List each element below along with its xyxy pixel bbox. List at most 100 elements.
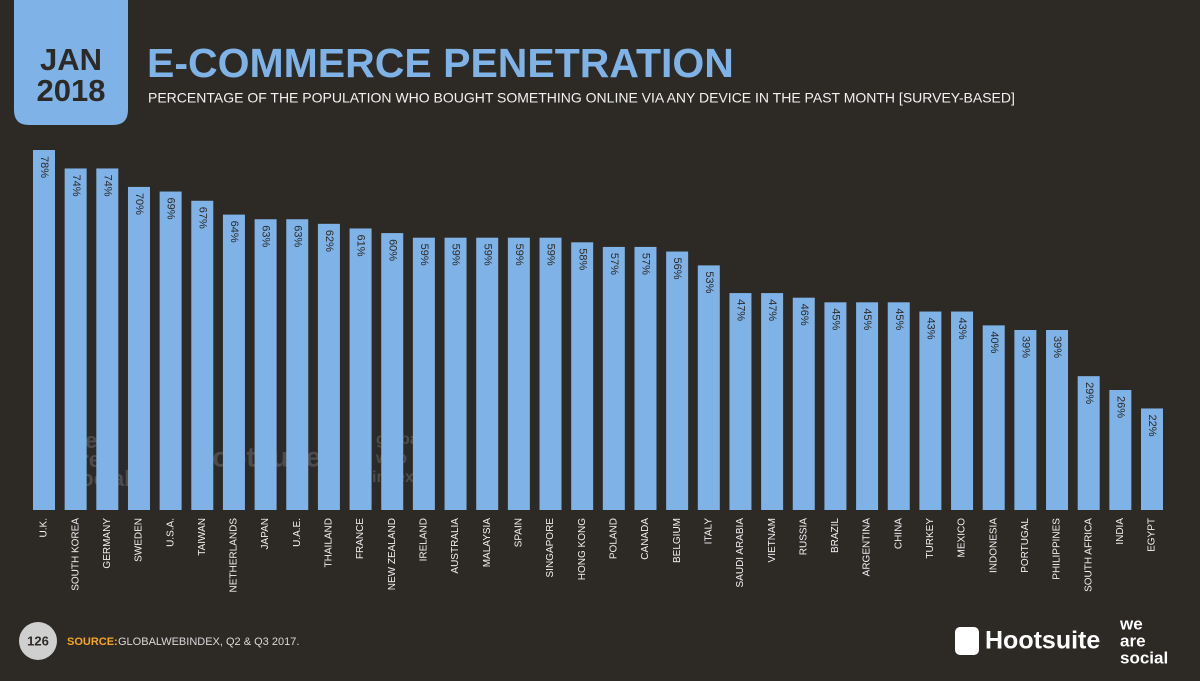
x-tick-label: CHINA (893, 518, 904, 549)
value-label: 63% (291, 225, 303, 247)
x-tick-label: NETHERLANDS (229, 518, 240, 593)
x-tick-label: FRANCE (355, 518, 366, 559)
x-tick-label: MEXICO (957, 518, 968, 558)
x-tick-label: PORTUGAL (1020, 518, 1031, 573)
bar (571, 242, 594, 511)
bar (729, 293, 752, 510)
bar (96, 168, 119, 510)
page-badge (19, 622, 57, 660)
bar (222, 214, 245, 510)
x-tick-label: ARGENTINA (862, 518, 873, 577)
value-label: 57% (608, 253, 620, 275)
value-label: 57% (640, 253, 652, 275)
bar (602, 246, 625, 510)
x-tick-label: SPAIN (513, 518, 524, 547)
value-label: 22% (1146, 414, 1158, 436)
bar (856, 302, 879, 510)
x-tick-label: SINGAPORE (545, 518, 556, 578)
x-tick-label: PHILIPPINES (1052, 518, 1063, 580)
value-label: 61% (355, 234, 367, 256)
value-label: 43% (924, 318, 936, 340)
value-label: 43% (956, 318, 968, 340)
chart-subtitle: PERCENTAGE OF THE POPULATION WHO BOUGHT … (148, 90, 1015, 106)
value-label: 53% (703, 271, 715, 293)
bar (317, 223, 340, 510)
x-tick-label: BELGIUM (672, 518, 683, 563)
was-logo: social (1120, 648, 1168, 667)
value-label: 26% (1114, 396, 1126, 418)
value-label: 45% (861, 308, 873, 330)
bar (539, 237, 562, 510)
x-tick-label: MALAYSIA (482, 518, 493, 568)
bar (412, 237, 435, 510)
x-tick-label: CANADA (640, 518, 651, 560)
bar (191, 200, 214, 510)
bar (761, 293, 784, 510)
x-tick-label: EGYPT (1147, 518, 1158, 552)
was-logo: are (1120, 631, 1146, 650)
bar (824, 302, 847, 510)
was-logo: we (1119, 614, 1143, 633)
x-tick-label: SOUTH KOREA (70, 518, 81, 591)
date-badge (14, 0, 128, 125)
x-tick-label: NEW ZEALAND (387, 518, 398, 590)
hootsuite-logo: Hootsuite (985, 627, 1100, 655)
bar (254, 219, 277, 510)
value-label: 46% (798, 304, 810, 326)
value-label: 29% (1083, 382, 1095, 404)
value-label: 58% (576, 248, 588, 270)
value-label: 74% (70, 174, 82, 196)
x-tick-label: U.S.A. (165, 518, 176, 547)
x-tick-label: RUSSIA (798, 518, 809, 556)
x-tick-label: HONG KONG (577, 518, 588, 580)
value-label: 39% (1019, 336, 1031, 358)
value-label: 59% (418, 244, 430, 266)
bar (507, 237, 530, 510)
bar (476, 237, 499, 510)
bar (666, 251, 689, 511)
x-tick-label: IRELAND (419, 518, 430, 561)
badge-year: 2018 (37, 73, 106, 108)
value-label: 70% (133, 193, 145, 215)
value-label: 47% (766, 299, 778, 321)
x-tick-label: POLAND (608, 518, 619, 559)
value-label: 67% (196, 207, 208, 229)
badge-month: JAN (40, 42, 102, 77)
value-label: 63% (260, 225, 272, 247)
value-label: 74% (101, 174, 113, 196)
x-tick-label: BRAZIL (830, 518, 841, 553)
value-label: 40% (988, 331, 1000, 353)
value-label: 56% (671, 258, 683, 280)
source-label: SOURCE: (67, 636, 118, 648)
value-label: 64% (228, 221, 240, 243)
x-tick-label: VIETNAM (767, 518, 778, 562)
value-label: 69% (165, 198, 177, 220)
plot: 78% U.K. 74% SOUTH KOREA 74% GERMANY 70% SWEDEN… (33, 150, 1163, 592)
bar (951, 311, 974, 510)
bar (33, 150, 55, 510)
hootsuite-icon (955, 627, 979, 655)
bar (697, 265, 720, 510)
bar (919, 311, 942, 510)
x-tick-label: U.A.E. (292, 518, 303, 547)
bar (381, 233, 404, 511)
x-tick-label: SOUTH AFRICA (1083, 518, 1094, 592)
bar (1014, 330, 1037, 510)
bar (127, 186, 150, 510)
bar (64, 168, 87, 510)
x-tick-label: SAUDI ARABIA (735, 518, 746, 588)
value-label: 45% (893, 308, 905, 330)
value-label: 78% (38, 156, 50, 178)
bar (1141, 408, 1163, 510)
value-label: 62% (323, 230, 335, 252)
x-tick-label: JAPAN (260, 518, 271, 550)
x-tick-label: GERMANY (102, 518, 113, 569)
bar (982, 325, 1005, 510)
bar (1077, 376, 1100, 510)
bar (634, 246, 657, 510)
bar (444, 237, 467, 510)
x-tick-label: THAILAND (324, 518, 335, 567)
source-text: GLOBALWEBINDEX, Q2 & Q3 2017. (118, 636, 299, 648)
bar (286, 219, 309, 510)
